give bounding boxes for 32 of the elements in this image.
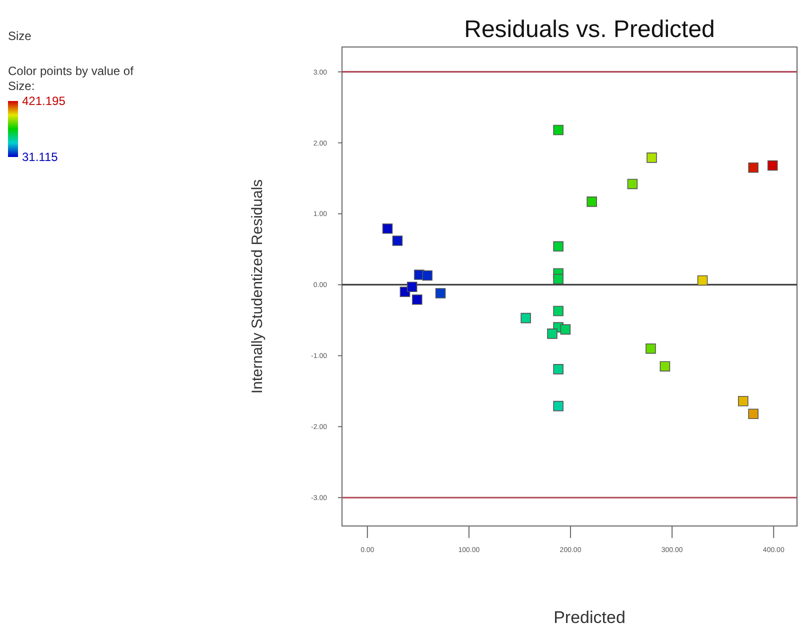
point	[553, 124, 564, 136]
point	[412, 294, 422, 305]
point	[435, 288, 446, 298]
point	[547, 328, 558, 339]
point	[553, 274, 564, 284]
point	[553, 364, 564, 374]
point	[738, 396, 748, 406]
text: Size	[8, 29, 32, 43]
color-bar-label: 31.115	[22, 150, 58, 164]
point	[627, 178, 638, 190]
y-axis-title: Internally Studentized Residuals	[249, 179, 266, 394]
chart-title: Residuals vs. Predicted	[464, 16, 715, 43]
point	[660, 361, 670, 372]
point	[646, 343, 656, 354]
color-bar-label: 421.195	[22, 94, 66, 108]
point	[406, 282, 418, 292]
color-bar-title: Color points by value of Size:	[8, 64, 134, 93]
point	[553, 306, 564, 316]
point	[382, 224, 393, 234]
point	[646, 152, 657, 163]
point	[422, 270, 432, 281]
point	[586, 196, 597, 207]
x-axis-title: Predicted	[554, 608, 626, 627]
point	[392, 236, 403, 246]
point	[560, 324, 571, 335]
point	[553, 400, 564, 412]
point	[697, 275, 708, 286]
point	[748, 162, 758, 173]
point	[553, 241, 564, 252]
point	[767, 160, 778, 171]
point	[520, 312, 531, 324]
point	[748, 408, 758, 420]
